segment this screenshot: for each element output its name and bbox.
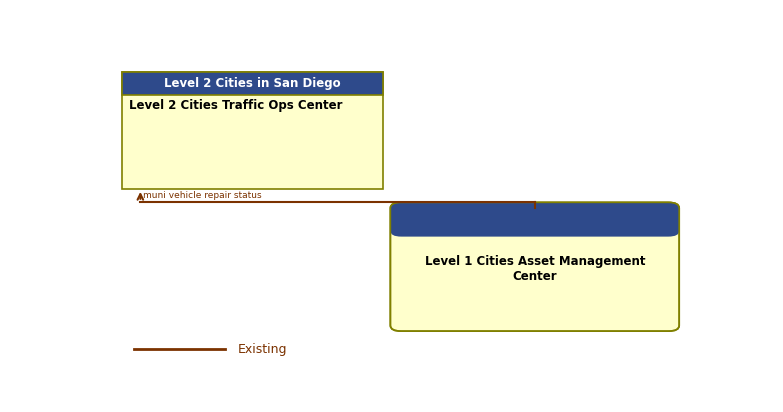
Text: Level 2 Cities in San Diego: Level 2 Cities in San Diego bbox=[164, 77, 341, 90]
Bar bbox=[402, 218, 669, 231]
FancyBboxPatch shape bbox=[391, 202, 679, 236]
FancyBboxPatch shape bbox=[391, 202, 679, 331]
Bar bbox=[122, 72, 383, 96]
Text: Existing: Existing bbox=[237, 343, 287, 356]
Text: Level 2 Cities Traffic Ops Center: Level 2 Cities Traffic Ops Center bbox=[129, 99, 343, 112]
Bar bbox=[122, 72, 383, 189]
Text: Level 1 Cities Asset Management
Center: Level 1 Cities Asset Management Center bbox=[424, 255, 645, 283]
Text: muni vehicle repair status: muni vehicle repair status bbox=[143, 191, 262, 200]
